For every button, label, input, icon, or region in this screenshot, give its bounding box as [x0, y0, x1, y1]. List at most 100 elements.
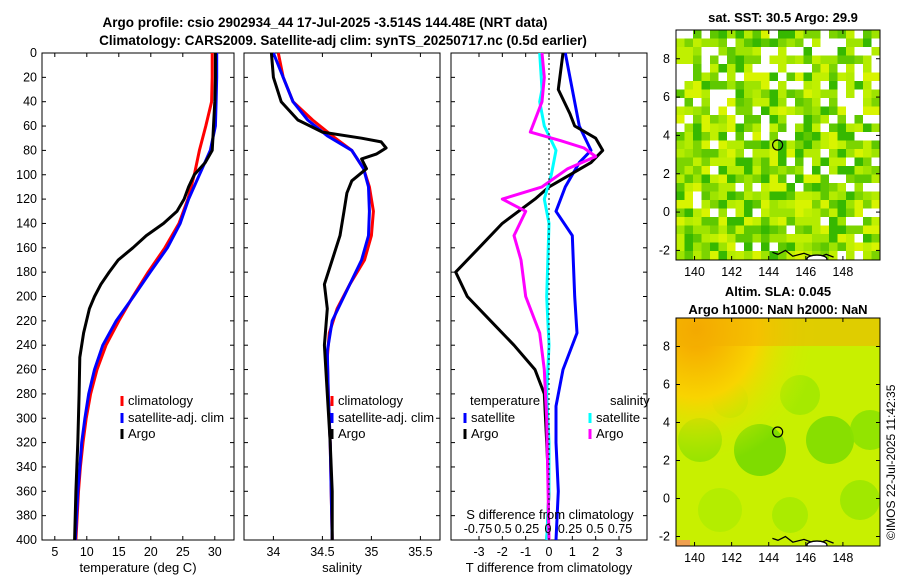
sst-cell — [718, 191, 728, 201]
sst-cell — [820, 234, 830, 243]
series-temperature-argo — [454, 52, 605, 541]
map-y-tick-label: 6 — [663, 90, 670, 104]
sst-cell — [752, 140, 762, 150]
sst-cell — [803, 149, 813, 158]
map-frame — [675, 317, 881, 547]
sst-cell — [871, 98, 880, 107]
sst-map-title: sat. SST: 30.5 Argo: 29.9 — [708, 10, 858, 25]
map-x-tick-label: 146 — [795, 551, 816, 565]
sst-cell — [684, 242, 694, 252]
sst-cell — [854, 55, 864, 65]
sst-cell — [871, 174, 880, 184]
x-tick-label: 2 — [592, 545, 599, 559]
sst-cell — [752, 234, 762, 243]
sst-cell — [735, 115, 745, 124]
map-x-tick-label: 140 — [684, 551, 705, 565]
sst-cell — [727, 157, 736, 167]
sst-cell — [803, 242, 813, 252]
sst-cell — [769, 115, 779, 124]
sst-cell — [727, 191, 736, 201]
sst-cell — [761, 81, 770, 90]
sst-cell — [761, 225, 770, 235]
sst-cell — [735, 183, 745, 192]
sst-cell — [752, 149, 762, 158]
sst-cell — [871, 149, 880, 158]
sst-cell — [863, 217, 872, 226]
sst-cell — [735, 217, 745, 226]
sst-cell — [829, 225, 838, 235]
sst-cell — [718, 242, 728, 252]
sst-cell — [701, 174, 711, 184]
sst-cell — [710, 55, 719, 65]
sst-cell — [710, 234, 719, 243]
sst-cell — [761, 174, 770, 184]
sst-cell — [769, 140, 779, 150]
sla-field — [676, 318, 880, 546]
title-line-1: Argo profile: csio 2902934_44 17-Jul-202… — [103, 15, 548, 30]
map-y-tick-label: -2 — [659, 530, 670, 544]
sst-cell — [829, 98, 838, 107]
sst-cell — [693, 234, 702, 243]
sst-cell — [744, 89, 753, 99]
sst-cell — [846, 30, 855, 39]
sst-cell — [854, 157, 864, 167]
sst-cell — [854, 234, 864, 243]
sst-cell — [846, 191, 855, 201]
sst-cell — [684, 64, 694, 73]
sst-cell — [701, 55, 711, 65]
sst-cell — [735, 174, 745, 184]
sst-cell — [812, 47, 821, 56]
sst-cell — [846, 38, 855, 48]
sst-cell — [735, 251, 745, 260]
sst-cell — [744, 64, 753, 73]
sst-cell — [769, 157, 779, 167]
sst-cell — [727, 242, 736, 252]
sst-cell — [727, 234, 736, 243]
sst-cell — [863, 123, 872, 133]
sst-cell — [676, 106, 685, 116]
sst-cell — [803, 174, 813, 184]
sst-cell — [693, 81, 702, 90]
sst-cell — [752, 217, 762, 226]
temperature-panel: 0 20 40 60 80 100 120 140 160 180 200 220 240 260 280 3… — [16, 46, 235, 575]
sst-cell — [854, 251, 864, 260]
map-x-tick-label: 148 — [832, 551, 853, 565]
sst-cell — [803, 72, 813, 82]
y-tick-label: 120 — [16, 192, 37, 206]
sst-cell — [837, 157, 847, 167]
x-tick-label: 5 — [51, 545, 58, 559]
sst-cell — [693, 149, 702, 158]
sst-cell — [803, 234, 813, 243]
sst-cell — [863, 208, 872, 218]
sst-cell — [718, 81, 728, 90]
sst-cell — [710, 115, 719, 124]
sst-cell — [718, 157, 728, 167]
sst-cell — [676, 157, 685, 167]
sst-cell — [871, 183, 880, 192]
island — [806, 254, 828, 260]
sst-cell — [727, 123, 736, 133]
sst-cell — [829, 183, 838, 192]
sst-cell — [735, 64, 745, 73]
sst-cell — [803, 132, 813, 141]
sst-cell — [778, 55, 787, 65]
sst-cell — [727, 208, 736, 218]
sst-cell — [693, 132, 702, 141]
sst-cell — [684, 183, 694, 192]
sst-cell — [786, 123, 796, 133]
sst-cell — [701, 140, 711, 150]
sst-cell — [837, 234, 847, 243]
sst-cell — [693, 200, 702, 209]
sst-cell — [871, 123, 880, 133]
sst-cell — [854, 98, 864, 107]
sst-cell — [761, 38, 770, 48]
sst-cell — [778, 132, 787, 141]
sst-cell — [744, 98, 753, 107]
sst-cell — [744, 174, 753, 184]
sst-cell — [786, 225, 796, 235]
sst-cell — [676, 89, 685, 99]
sst-cell — [769, 166, 779, 175]
sst-cell — [803, 115, 813, 124]
sst-cell — [795, 234, 804, 243]
sst-cell — [778, 191, 787, 201]
